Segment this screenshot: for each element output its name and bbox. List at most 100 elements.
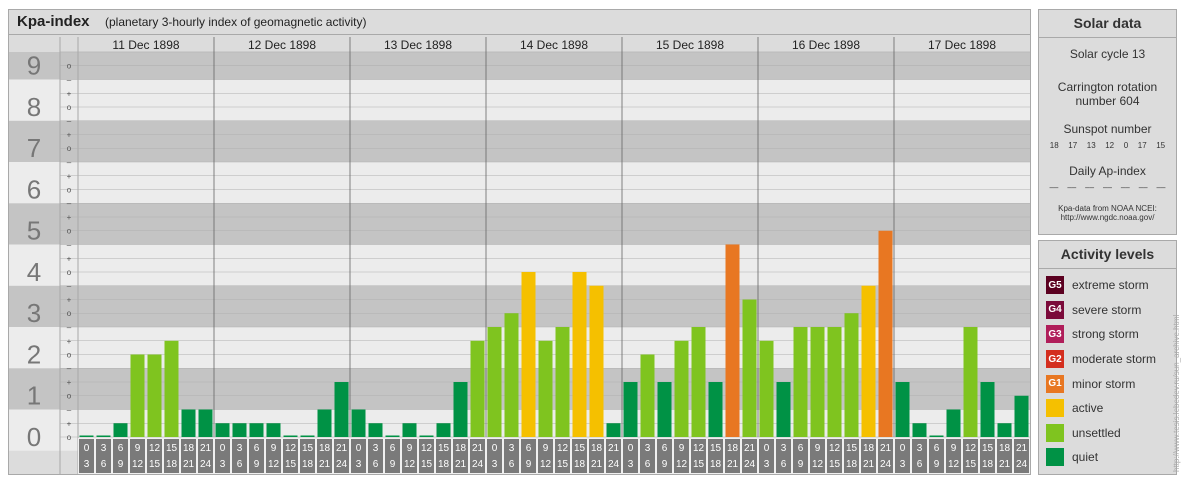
ap-values: –– –– –– –– –– –– ––	[1039, 183, 1176, 192]
interval-end-label: 3	[84, 459, 90, 470]
sunspot-value: 15	[1156, 141, 1166, 150]
activity-legend: G5 extreme storm G4 severe storm G3 strong st…	[1039, 273, 1176, 470]
interval-start-label: 18	[999, 443, 1011, 454]
interval-start-label: 9	[815, 443, 821, 454]
kp-sublevel-mark: –	[67, 323, 72, 332]
legend-label: severe storm	[1072, 302, 1142, 317]
kp-level-label: 3	[27, 298, 41, 328]
interval-end-label: 21	[863, 459, 875, 470]
legend-label: strong storm	[1072, 327, 1139, 342]
kp-bar	[929, 435, 944, 437]
interval-start-label: 21	[608, 443, 620, 454]
solar-cycle: Solar cycle 13	[1069, 47, 1146, 61]
kp-bar	[963, 326, 978, 437]
activity-levels-heading: Activity levels	[1039, 241, 1176, 269]
ap-value: ––	[1049, 183, 1059, 192]
legend-swatch	[1046, 423, 1064, 442]
interval-end-label: 9	[526, 459, 532, 470]
kp-band-3	[9, 285, 1030, 327]
interval-start-label: 3	[781, 443, 787, 454]
interval-start-label: 12	[285, 443, 297, 454]
time-cell	[317, 439, 332, 473]
interval-end-label: 15	[557, 459, 569, 470]
kp-bar-chart: 0123456789o+–o+–o+–o+–o+–o+–o+–o+–o+–o11…	[9, 36, 1030, 474]
interval-start-label: 6	[934, 443, 940, 454]
kp-sublevel-mark: o	[67, 392, 72, 401]
time-cell	[96, 439, 111, 473]
time-cell	[181, 439, 196, 473]
kp-bar	[317, 409, 332, 437]
interval-end-label: 9	[118, 459, 124, 470]
time-cell	[521, 439, 536, 473]
interval-end-label: 9	[798, 459, 804, 470]
legend-swatch	[1046, 399, 1064, 418]
watermark-url: http://www.tesis.lebedev.ru/sun_archive.…	[1172, 314, 1181, 472]
time-cell	[385, 439, 400, 473]
kp-bar	[742, 299, 757, 437]
kp-sublevel-mark: o	[67, 309, 72, 318]
day-header-strip	[9, 36, 1030, 52]
legend-item: quiet	[1039, 445, 1176, 470]
kp-bar	[946, 409, 961, 437]
interval-start-label: 18	[455, 443, 467, 454]
time-cell	[946, 439, 961, 473]
time-cell	[419, 439, 434, 473]
interval-end-label: 24	[1016, 459, 1028, 470]
kp-bar	[470, 340, 485, 437]
kp-bar	[436, 423, 451, 437]
interval-start-label: 6	[118, 443, 124, 454]
legend-swatch: G3	[1046, 325, 1064, 344]
kp-sublevel-mark: o	[67, 433, 72, 442]
kp-sublevel-mark: +	[67, 131, 72, 140]
kp-bar	[810, 326, 825, 437]
interval-end-label: 12	[812, 459, 824, 470]
interval-start-label: 0	[356, 443, 362, 454]
interval-end-label: 15	[149, 459, 161, 470]
time-cell	[623, 439, 638, 473]
time-cell	[810, 439, 825, 473]
time-cell	[232, 439, 247, 473]
kp-sublevel-mark: +	[67, 213, 72, 222]
interval-start-label: 0	[764, 443, 770, 454]
interval-start-label: 3	[509, 443, 515, 454]
time-cell	[572, 439, 587, 473]
legend-swatch: G5	[1046, 276, 1064, 295]
time-cell	[504, 439, 519, 473]
time-cell	[674, 439, 689, 473]
time-cell	[436, 439, 451, 473]
interval-end-label: 18	[846, 459, 858, 470]
time-cell	[300, 439, 315, 473]
kp-bar	[895, 382, 910, 437]
kp-bar	[113, 423, 128, 437]
interval-start-label: 15	[982, 443, 994, 454]
kp-sublevel-mark: –	[67, 75, 72, 84]
legend-item: G4 severe storm	[1039, 298, 1176, 323]
chart-title: Kpa-index	[17, 13, 90, 30]
kp-bar	[793, 326, 808, 437]
kp-sublevel-mark: o	[67, 144, 72, 153]
kp-sublevel-mark: –	[67, 282, 72, 291]
day-label: 11 Dec 1898	[112, 38, 179, 52]
time-cell	[470, 439, 485, 473]
interval-end-label: 6	[781, 459, 787, 470]
kp-bar	[147, 354, 162, 437]
carrington-line-1: Carrington rotation	[1057, 80, 1158, 94]
interval-end-label: 9	[390, 459, 396, 470]
kp-bar	[606, 423, 621, 437]
interval-start-label: 0	[628, 443, 634, 454]
kp-bar	[555, 326, 570, 437]
time-cell	[793, 439, 808, 473]
interval-start-label: 15	[302, 443, 314, 454]
legend-item: unsettled	[1039, 421, 1176, 446]
chart-title-bar: Kpa-index (planetary 3-hourly index of g…	[8, 9, 1031, 35]
kp-sublevel-mark: +	[67, 337, 72, 346]
kp-sublevel-mark: o	[67, 350, 72, 359]
interval-end-label: 15	[965, 459, 977, 470]
time-cell	[980, 439, 995, 473]
interval-start-label: 9	[135, 443, 141, 454]
kp-bar	[878, 230, 893, 437]
kp-sublevel-mark: –	[67, 405, 72, 414]
interval-end-label: 15	[693, 459, 705, 470]
legend-label: extreme storm	[1072, 278, 1149, 293]
kp-sublevel-mark: +	[67, 254, 72, 263]
